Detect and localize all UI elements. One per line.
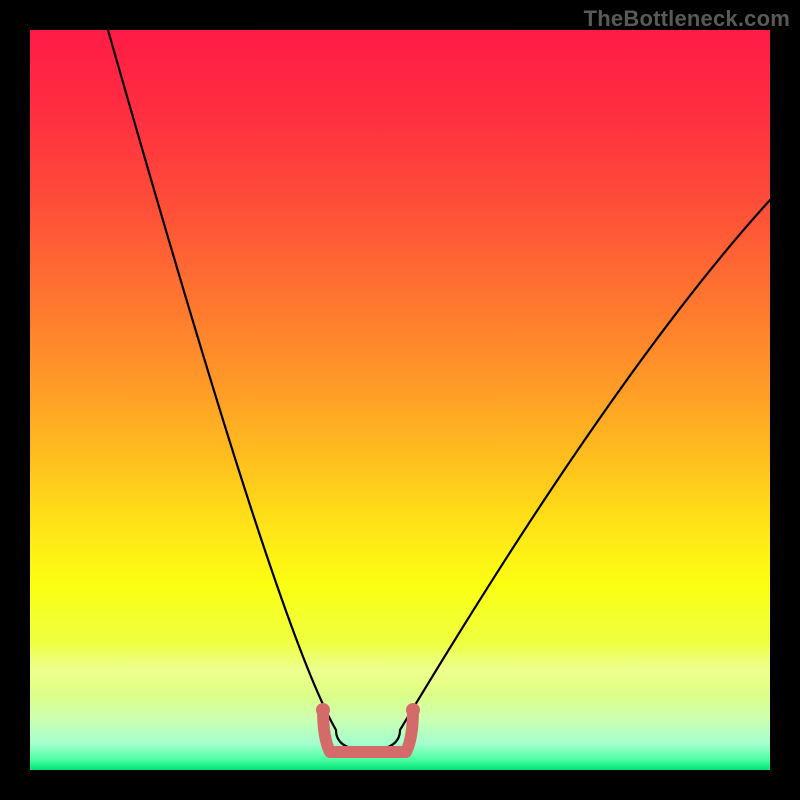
pale-band bbox=[30, 644, 770, 696]
bottleneck-chart bbox=[0, 0, 800, 800]
chart-frame: TheBottleneck.com bbox=[0, 0, 800, 800]
